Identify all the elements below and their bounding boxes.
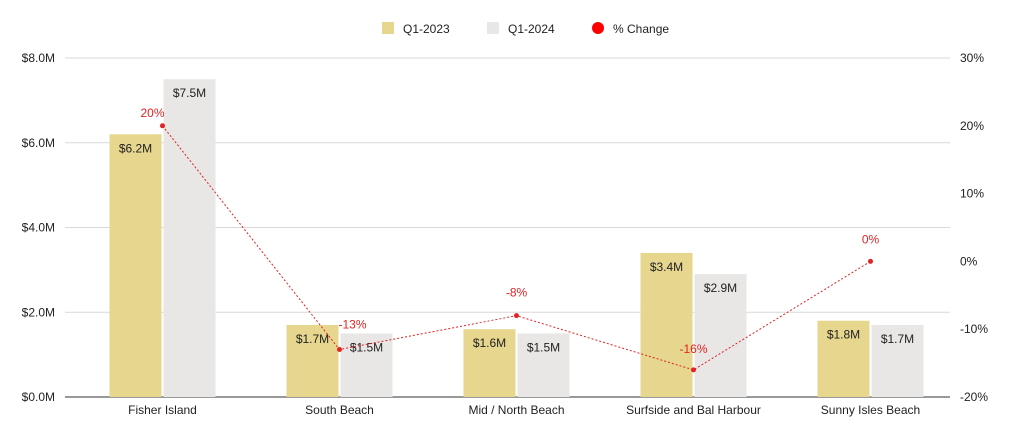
bar-data-label: $1.6M bbox=[473, 336, 506, 350]
legend-label: Q1-2023 bbox=[403, 22, 450, 36]
category-label: Sunny Isles Beach bbox=[821, 403, 920, 417]
category-label: Mid / North Beach bbox=[468, 403, 564, 417]
category-label: South Beach bbox=[305, 403, 374, 417]
percent-change-point bbox=[868, 258, 873, 264]
legend-label: Q1-2024 bbox=[508, 22, 555, 36]
percent-change-point bbox=[514, 313, 519, 319]
legend-swatch-0 bbox=[382, 22, 394, 34]
right-tick-label: 30% bbox=[960, 51, 984, 65]
bar-data-label: $3.4M bbox=[650, 260, 683, 274]
legend-swatch-1 bbox=[487, 22, 499, 34]
legend-marker-percent-change bbox=[592, 22, 604, 34]
left-tick-label: $4.0M bbox=[22, 221, 55, 235]
bar-q1-2024 bbox=[871, 324, 924, 397]
left-tick-label: $2.0M bbox=[22, 305, 55, 319]
bar-q1-2023 bbox=[640, 252, 693, 397]
left-tick-label: $8.0M bbox=[22, 51, 55, 65]
left-tick-label: $0.0M bbox=[22, 390, 55, 404]
bar-data-label: $6.2M bbox=[119, 141, 152, 155]
right-tick-label: 10% bbox=[960, 187, 984, 201]
category-label: Surfside and Bal Harbour bbox=[626, 403, 761, 417]
right-tick-label: 0% bbox=[960, 254, 978, 268]
percent-change-point bbox=[160, 123, 165, 129]
bar-data-label: $1.8M bbox=[827, 328, 860, 342]
percent-change-label: 20% bbox=[140, 106, 164, 120]
bar-q1-2023 bbox=[817, 320, 870, 397]
percent-change-point bbox=[337, 347, 342, 353]
bar-data-label: $1.5M bbox=[350, 340, 383, 354]
left-tick-label: $6.0M bbox=[22, 136, 55, 150]
percent-change-line bbox=[162, 125, 871, 371]
right-tick-label: 20% bbox=[960, 119, 984, 133]
bar-q1-2023 bbox=[109, 134, 162, 397]
percent-change-label: -8% bbox=[506, 286, 528, 300]
percent-change-label: -13% bbox=[338, 318, 366, 332]
percent-change-point bbox=[691, 367, 696, 373]
bar-q1-2024 bbox=[517, 333, 570, 397]
bar-data-label: $2.9M bbox=[704, 281, 737, 295]
bar-q1-2023 bbox=[463, 329, 516, 397]
category-label: Fisher Island bbox=[128, 403, 197, 417]
bar-data-label: $1.7M bbox=[881, 332, 914, 346]
bar-data-label: $1.5M bbox=[527, 340, 560, 354]
percent-change-label: 0% bbox=[862, 232, 880, 246]
right-tick-label: -20% bbox=[960, 390, 988, 404]
bar-data-label: $1.7M bbox=[296, 332, 329, 346]
legend-label: % Change bbox=[613, 22, 669, 36]
percent-change-label: -16% bbox=[679, 342, 707, 356]
bar-q1-2024 bbox=[163, 79, 216, 397]
bar-q1-2024 bbox=[694, 274, 747, 397]
right-tick-label: -10% bbox=[960, 322, 988, 336]
bar-data-label: $7.5M bbox=[173, 86, 206, 100]
